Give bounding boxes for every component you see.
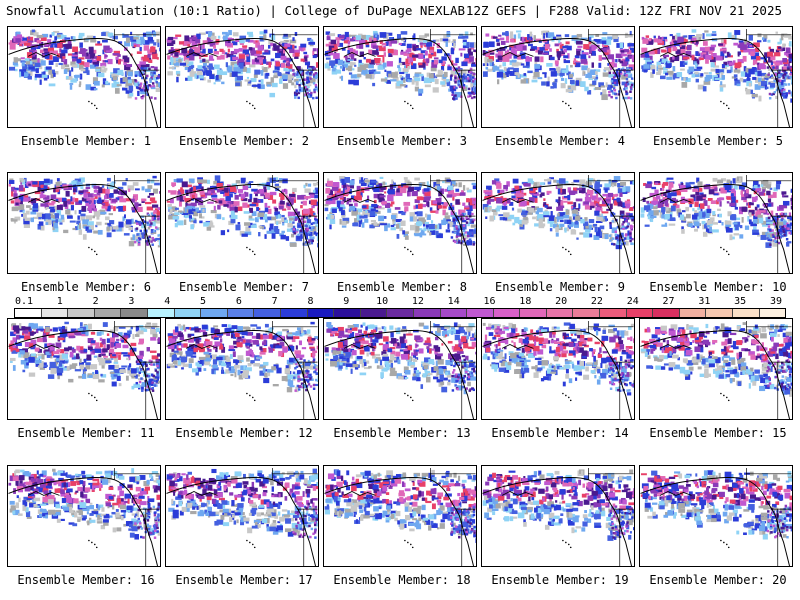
ensemble-member-map [323,172,477,274]
legend-swatch [626,309,654,317]
legend-tick-label: 39 [769,296,783,307]
ensemble-member-label: Ensemble Member: 6 [20,280,152,294]
legend-swatch [413,309,441,317]
legend-tick-label: 22 [590,296,603,307]
ensemble-member-map [7,465,161,567]
legend-swatch [307,309,335,317]
legend-tick-label: 6 [235,296,242,307]
legend-swatch [94,309,122,317]
ensemble-member-label: Ensemble Member: 16 [17,573,155,587]
ensemble-member-map [639,172,793,274]
title-left: Snowfall Accumulation (10:1 Ratio) | Col… [6,3,466,18]
ensemble-member-label: Ensemble Member: 19 [491,573,629,587]
ensemble-member-map [7,172,161,274]
ensemble-member-label: Ensemble Member: 8 [336,280,468,294]
legend-swatch [546,309,574,317]
legend-tick-label: 18 [519,296,532,307]
legend-swatch [467,309,494,317]
ensemble-member-map [639,465,793,567]
legend-tick-label: 9 [343,296,350,307]
legend-swatch [227,309,255,317]
legend-tick-label: 24 [626,296,639,307]
legend-tick-label: 16 [483,296,496,307]
legend-swatch [121,309,148,317]
ensemble-member-map [323,318,477,420]
legend-swatch [706,309,734,317]
legend-swatch [493,309,521,317]
legend-swatch [520,309,547,317]
ensemble-member-map [165,318,319,420]
legend-tick-label: 14 [447,296,460,307]
legend-tick-label: 1 [56,296,63,307]
legend-swatch [679,309,707,317]
legend-swatch [573,309,601,317]
ensemble-member-label: Ensemble Member: 13 [333,426,471,440]
ensemble-member-label: Ensemble Member: 17 [175,573,313,587]
ensemble-member-map [7,318,161,420]
legend-swatch [440,309,468,317]
ensemble-member-map [639,26,793,128]
ensemble-member-map [481,318,635,420]
legend-labels: 0.1 1 2 3 4 5 6 7 8 9 10 12 14 16 18 20 22 24 27 31 35 39 [14,296,786,308]
ensemble-member-label: Ensemble Member: 5 [652,134,784,148]
ensemble-member-label: Ensemble Member: 12 [175,426,313,440]
ensemble-member-label: Ensemble Member: 11 [17,426,155,440]
legend-tick-label: 5 [200,296,207,307]
ensemble-member-label: Ensemble Member: 7 [178,280,310,294]
legend-swatch [68,309,95,317]
ensemble-member-label: Ensemble Member: 1 [20,134,152,148]
ensemble-member-label: Ensemble Member: 3 [336,134,468,148]
legend-swatch [201,309,228,317]
legend-swatch [334,309,361,317]
legend-tick-label: 27 [662,296,675,307]
legend-tick-label: 2 [92,296,99,307]
ensemble-member-map [165,26,319,128]
legend-swatch [387,309,414,317]
legend-tick-label: 20 [555,296,568,307]
legend-swatch [759,309,786,317]
legend-swatch [600,309,627,317]
ensemble-member-label: Ensemble Member: 15 [649,426,787,440]
legend-tick-label: 31 [698,296,711,307]
legend-swatch [360,309,388,317]
legend-tick-label: 0.1 [14,296,34,307]
legend-tick-label: 35 [734,296,747,307]
ensemble-member-map [7,26,161,128]
legend-tick-label: 7 [271,296,278,307]
ensemble-member-label: Ensemble Member: 20 [649,573,787,587]
ensemble-member-label: Ensemble Member: 14 [491,426,629,440]
ensemble-member-map [165,465,319,567]
legend-swatch [174,309,202,317]
legend-colorbar [14,308,786,318]
title-right: 12Z GEFS | F288 Valid: 12Z FRI NOV 21 20… [465,3,782,18]
ensemble-member-label: Ensemble Member: 9 [494,280,626,294]
ensemble-member-map [323,26,477,128]
ensemble-member-map [481,465,635,567]
legend-tick-label: 8 [307,296,314,307]
legend-swatch [147,309,175,317]
legend-swatch [15,309,42,317]
legend-swatch [733,309,760,317]
legend-swatch [280,309,308,317]
ensemble-member-map [481,172,635,274]
legend-swatch [41,309,69,317]
ensemble-member-label: Ensemble Member: 10 [649,280,787,294]
ensemble-member-map [323,465,477,567]
ensemble-member-map [165,172,319,274]
legend-tick-label: 3 [128,296,135,307]
legend-tick-label: 10 [376,296,389,307]
legend-swatch [653,309,680,317]
legend-tick-label: 12 [411,296,424,307]
ensemble-member-label: Ensemble Member: 4 [494,134,626,148]
ensemble-member-label: Ensemble Member: 18 [333,573,471,587]
legend-swatch [254,309,281,317]
ensemble-member-label: Ensemble Member: 2 [178,134,310,148]
ensemble-member-map [481,26,635,128]
legend-tick-label: 4 [164,296,171,307]
ensemble-member-map [639,318,793,420]
